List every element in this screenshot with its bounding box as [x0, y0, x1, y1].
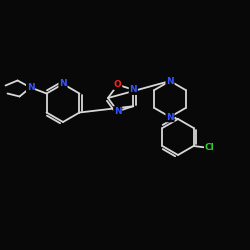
Text: O: O	[114, 80, 122, 89]
Text: N: N	[27, 83, 34, 92]
Text: Cl: Cl	[205, 144, 214, 152]
Text: N: N	[59, 80, 67, 88]
Text: N: N	[166, 112, 174, 122]
Text: N: N	[130, 85, 137, 94]
Text: N: N	[166, 76, 174, 86]
Text: N: N	[114, 107, 122, 116]
